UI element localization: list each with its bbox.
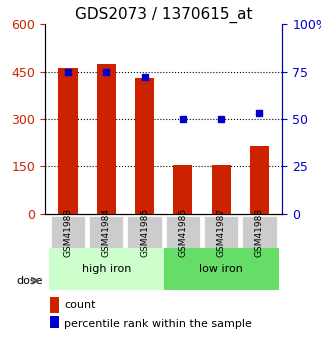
Text: low iron: low iron <box>199 264 243 274</box>
Text: GSM41983: GSM41983 <box>64 208 73 257</box>
FancyBboxPatch shape <box>164 248 279 290</box>
Text: percentile rank within the sample: percentile rank within the sample <box>64 319 252 329</box>
Text: high iron: high iron <box>82 264 131 274</box>
Bar <box>97 64 116 214</box>
FancyBboxPatch shape <box>127 216 162 248</box>
Text: dose: dose <box>16 276 43 286</box>
FancyBboxPatch shape <box>242 216 277 248</box>
Bar <box>212 165 231 214</box>
Bar <box>50 316 59 332</box>
Text: GSM41987: GSM41987 <box>217 208 226 257</box>
FancyBboxPatch shape <box>204 216 239 248</box>
Text: GSM41984: GSM41984 <box>102 208 111 257</box>
FancyBboxPatch shape <box>49 248 164 290</box>
FancyBboxPatch shape <box>51 216 85 248</box>
FancyBboxPatch shape <box>89 216 124 248</box>
Bar <box>58 68 77 214</box>
Title: GDS2073 / 1370615_at: GDS2073 / 1370615_at <box>75 7 252 23</box>
Text: GSM41985: GSM41985 <box>140 208 149 257</box>
Bar <box>173 165 193 214</box>
Bar <box>250 146 269 214</box>
FancyBboxPatch shape <box>166 216 200 248</box>
Bar <box>135 78 154 214</box>
Text: GSM41986: GSM41986 <box>178 208 187 257</box>
Text: count: count <box>64 300 95 310</box>
Bar <box>50 297 59 313</box>
Text: GSM41988: GSM41988 <box>255 208 264 257</box>
